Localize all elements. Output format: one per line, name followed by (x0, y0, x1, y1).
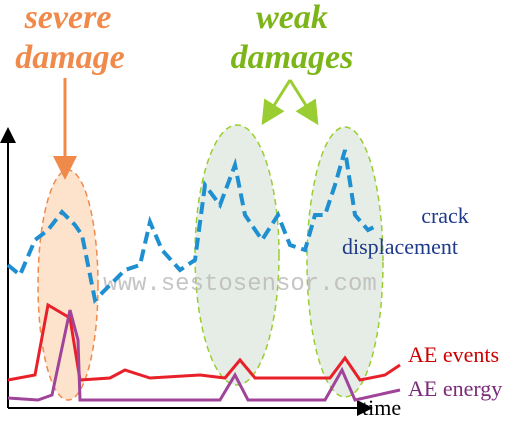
series-label: AE energy (408, 376, 502, 401)
severe-zone (37, 169, 99, 401)
annotation: severe (24, 0, 112, 36)
watermark: www.sestosensor.com (103, 271, 377, 298)
series-label: displacement (342, 234, 458, 259)
crack-line (6, 149, 379, 305)
annotation: weak (256, 0, 328, 36)
x-axis-label: time (362, 395, 401, 420)
series-label: AE events (408, 342, 499, 367)
weak-zone (306, 126, 384, 398)
energy-line (7, 309, 401, 402)
series-label: crack (421, 203, 469, 228)
arrow (261, 79, 292, 126)
annotation: damage (15, 39, 125, 76)
arrow (288, 79, 319, 126)
annotation: damages (231, 39, 354, 76)
events-line (7, 302, 401, 382)
weak-zone (194, 124, 280, 386)
